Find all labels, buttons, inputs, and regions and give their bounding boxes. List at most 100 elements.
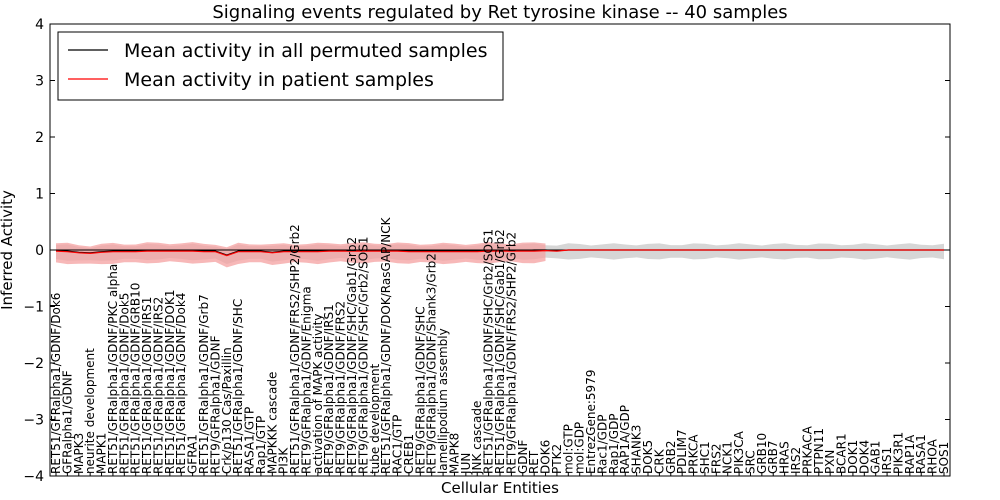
- legend-label-permuted: Mean activity in all permuted samples: [124, 40, 487, 62]
- y-tick-label: −2: [23, 356, 44, 372]
- x-tick-label: RET9/GFRalpha1/GDNF/FRS2: [334, 301, 348, 474]
- x-tick-label: MAPK3: [72, 433, 86, 474]
- x-tick-label: JNK cascade: [470, 401, 484, 475]
- x-tick-label: RET9/GFRalpha1/GDNF/IRS1: [322, 304, 336, 474]
- x-tick-label: IRS2: [789, 447, 803, 474]
- y-tick-label: 0: [35, 243, 44, 259]
- x-tick-label: lamellipodium assembly: [436, 328, 450, 474]
- x-tick-label: RET9/GFRalpha1/GDNF/FRS2/SHP2/Grb2: [504, 232, 518, 474]
- x-tick-label: RET51/GFRalpha1/GDNF/SHC/Gab1/Grb2: [493, 229, 507, 474]
- x-tick-label: GRB7: [766, 440, 780, 474]
- x-tick-label: PTK2: [550, 444, 564, 474]
- x-tick-label: Rap1/GTP: [254, 416, 268, 474]
- plot-frame: [49, 23, 951, 477]
- x-tick-label: RET51/GFRalpha1/GDNF/PKC alpha: [106, 264, 120, 474]
- x-tick-label: CRK: [652, 448, 666, 474]
- x-tick-label: IRS1: [880, 447, 894, 474]
- series-line-patient: [55, 249, 944, 257]
- x-tick-label: PTPN11: [812, 428, 826, 474]
- x-tick-label: MAPK1: [95, 433, 109, 474]
- x-tick-label: RET51/GFRalpha1/GDNF/Dok5: [117, 293, 131, 474]
- x-tick-label: RET9/GFRalpha1/GDNF/SHC/Gab1/Grb2: [345, 237, 359, 474]
- x-tick-label: EntrezGene:5979: [584, 370, 598, 475]
- x-tick-label: SRC: [744, 450, 758, 474]
- x-tick-label: PI3K: [277, 447, 291, 474]
- x-tick-label: GAB1: [869, 441, 883, 474]
- legend-box: [57, 31, 504, 101]
- x-tick-label: RET51/GFRalpha1/GDNF/DOK1: [163, 290, 177, 474]
- x-tick-label: RET9/GFRalpha1/GDNF/Enigma: [300, 286, 314, 474]
- x-tick-label: BCAR1: [835, 433, 849, 474]
- x-tick-label: PIK3R1: [892, 432, 906, 474]
- x-tick-label: Rap1/GDP: [607, 413, 621, 474]
- x-tick-label: MAPK8: [448, 433, 462, 474]
- y-tick-label: −4: [23, 469, 44, 485]
- x-tick-label: DOK5: [641, 440, 655, 474]
- x-tick-label: mol:GTP: [561, 424, 575, 474]
- x-tick-label: JUN: [459, 453, 473, 475]
- x-tick-label: tube development: [368, 363, 382, 474]
- x-tick-label: RASA1: [914, 434, 928, 474]
- chart-title: Signaling events regulated by Ret tyrosi…: [212, 2, 787, 23]
- patient-band: [56, 242, 546, 268]
- x-tick-label: RAP1A: [903, 434, 917, 474]
- y-tick-label: −1: [23, 300, 44, 316]
- x-tick-label: GRB2: [664, 441, 678, 475]
- x-tick-label: RET51/GFRalpha1/GDNF/SHC/Grb2/SOS1: [482, 229, 496, 474]
- x-tick-label: RET9/GFRalpha1/GDNF/SHC: [413, 306, 427, 474]
- x-tick-label: PRKACA: [800, 425, 814, 474]
- confidence-bands: [56, 242, 944, 268]
- x-tick-label: RET9/GFRalpha1/GDNF/SHC/Grb2/SOS1: [356, 236, 370, 474]
- x-tick-label: PXN: [823, 450, 837, 474]
- y-axis-label: Inferred Activity: [0, 190, 16, 310]
- x-tick-label: neurite development: [83, 348, 97, 474]
- x-tick-label: DOK1: [846, 440, 860, 474]
- y-tick-label: −3: [23, 413, 44, 429]
- x-tick-label: RET9/GFRalpha1/GDNF: [208, 335, 222, 474]
- x-tick-label: HRAS: [778, 441, 792, 474]
- x-tick-label: RET51/GFRalpha1/GDNF/IRS1: [140, 297, 154, 474]
- x-tick-label: GDNF: [516, 440, 530, 475]
- y-tick-label: 1: [35, 187, 44, 203]
- x-tick-label: GFRA1: [186, 434, 200, 474]
- y-tick-label: 2: [35, 130, 44, 146]
- x-tick-label: GRB10: [755, 433, 769, 474]
- x-tick-label: RET: [527, 450, 541, 474]
- legend-label-patient: Mean activity in patient samples: [124, 69, 434, 91]
- x-tick-label: mol:GDP: [573, 422, 587, 474]
- x-axis-label: Cellular Entities: [441, 479, 559, 497]
- x-tick-label: Crk/p130 Cas/Paxillin: [220, 347, 234, 474]
- x-tick-label: RET51/GFRalpha1/GDNF/GRB10: [129, 283, 143, 474]
- x-tick-label: RET51/GFRalpha1/GDNF/FRS2/SHP2/Grb2: [288, 224, 302, 474]
- x-tick-label: PRKCA: [687, 434, 701, 474]
- y-axis-ticks: −4 −3 −2 −1 0 1 2 3 4: [23, 17, 950, 485]
- legend: Mean activity in all permuted samples Me…: [57, 31, 504, 101]
- x-tick-label: RET51/GFRalpha1/GDNF/DOK/RasGAP/NCK: [379, 216, 393, 474]
- x-tick-label: DOK6: [539, 440, 553, 474]
- x-tick-label: RASA1/GTP: [243, 407, 257, 474]
- x-tick-label: CREB1: [402, 434, 416, 474]
- x-tick-label: activation of MAPK activity: [311, 314, 325, 474]
- x-tick-label: RET9/GFRalpha1/GDNF/Shank3/Grb2: [425, 253, 439, 474]
- x-tick-label: SOS1: [937, 442, 951, 474]
- x-tick-label: SHC1: [698, 441, 712, 474]
- series-lines: [50, 249, 950, 257]
- x-tick-label: Rac1/GDP: [596, 415, 610, 474]
- x-tick-label: PDLIM7: [675, 429, 689, 474]
- y-tick-label: 3: [35, 74, 44, 90]
- x-tick-label: GFRalpha1/GDNF: [60, 370, 74, 474]
- x-tick-label: SHANK3: [630, 425, 644, 474]
- x-axis-ticks: RET51/GFRalpha1/GDNF/Dok6GFRalpha1/GDNFM…: [49, 216, 951, 476]
- x-tick-label: RET51/GFRalpha1/GDNF/Dok6: [49, 293, 63, 474]
- x-tick-label: DOK4: [857, 440, 871, 474]
- x-tick-label: RHOA: [926, 438, 940, 474]
- x-tick-label: RET51/GFRalpha1/GDNF/Grb7: [197, 294, 211, 474]
- x-tick-label: NCK1: [721, 441, 735, 474]
- y-tick-label: 4: [35, 17, 44, 33]
- x-tick-label: RAP1A/GDP: [618, 405, 632, 474]
- x-tick-label: RAC1/GTP: [391, 415, 405, 474]
- x-tick-label: PIK3CA: [732, 430, 746, 474]
- x-tick-label: RET51/GFRalpha1/GDNF/Dok4: [174, 293, 188, 474]
- x-tick-label: MAPKKK cascade: [265, 372, 279, 474]
